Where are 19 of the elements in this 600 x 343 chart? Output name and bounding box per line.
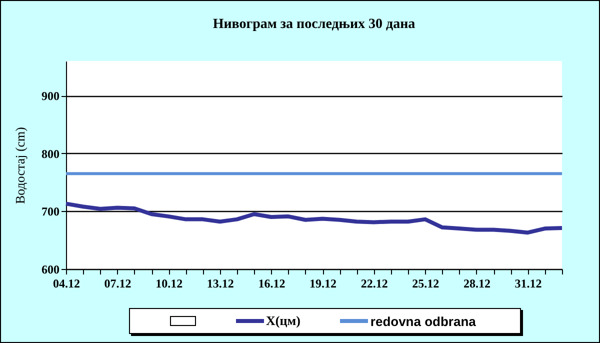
y-tick-label: 700 <box>42 204 60 219</box>
x-tick-label: 04.12 <box>53 276 80 290</box>
x-tick-label: 25.12 <box>412 276 440 290</box>
x-tick-label: 13.12 <box>206 276 234 290</box>
line-series <box>64 202 564 235</box>
legend-label: redovna odbrana <box>370 314 476 328</box>
x-tick-label: 16.12 <box>258 276 286 290</box>
x-tick-label: 31.12 <box>514 276 542 290</box>
chart-title: Нивограм за последњих 30 дана <box>212 17 416 32</box>
y-axis-title: Водостај (cm) <box>12 126 28 204</box>
x-tick-label: 22.12 <box>360 276 388 290</box>
y-tick-label: 800 <box>42 146 60 161</box>
x-tick-label: 19.12 <box>310 276 337 290</box>
y-tick-label: 600 <box>42 262 60 276</box>
legend-label: X(цм) <box>266 313 300 329</box>
y-tick-label: 900 <box>42 89 60 104</box>
x-tick-label: 10.12 <box>156 276 183 290</box>
x-tick-label: 07.12 <box>104 276 132 290</box>
x-tick-label: 28.12 <box>463 276 490 290</box>
